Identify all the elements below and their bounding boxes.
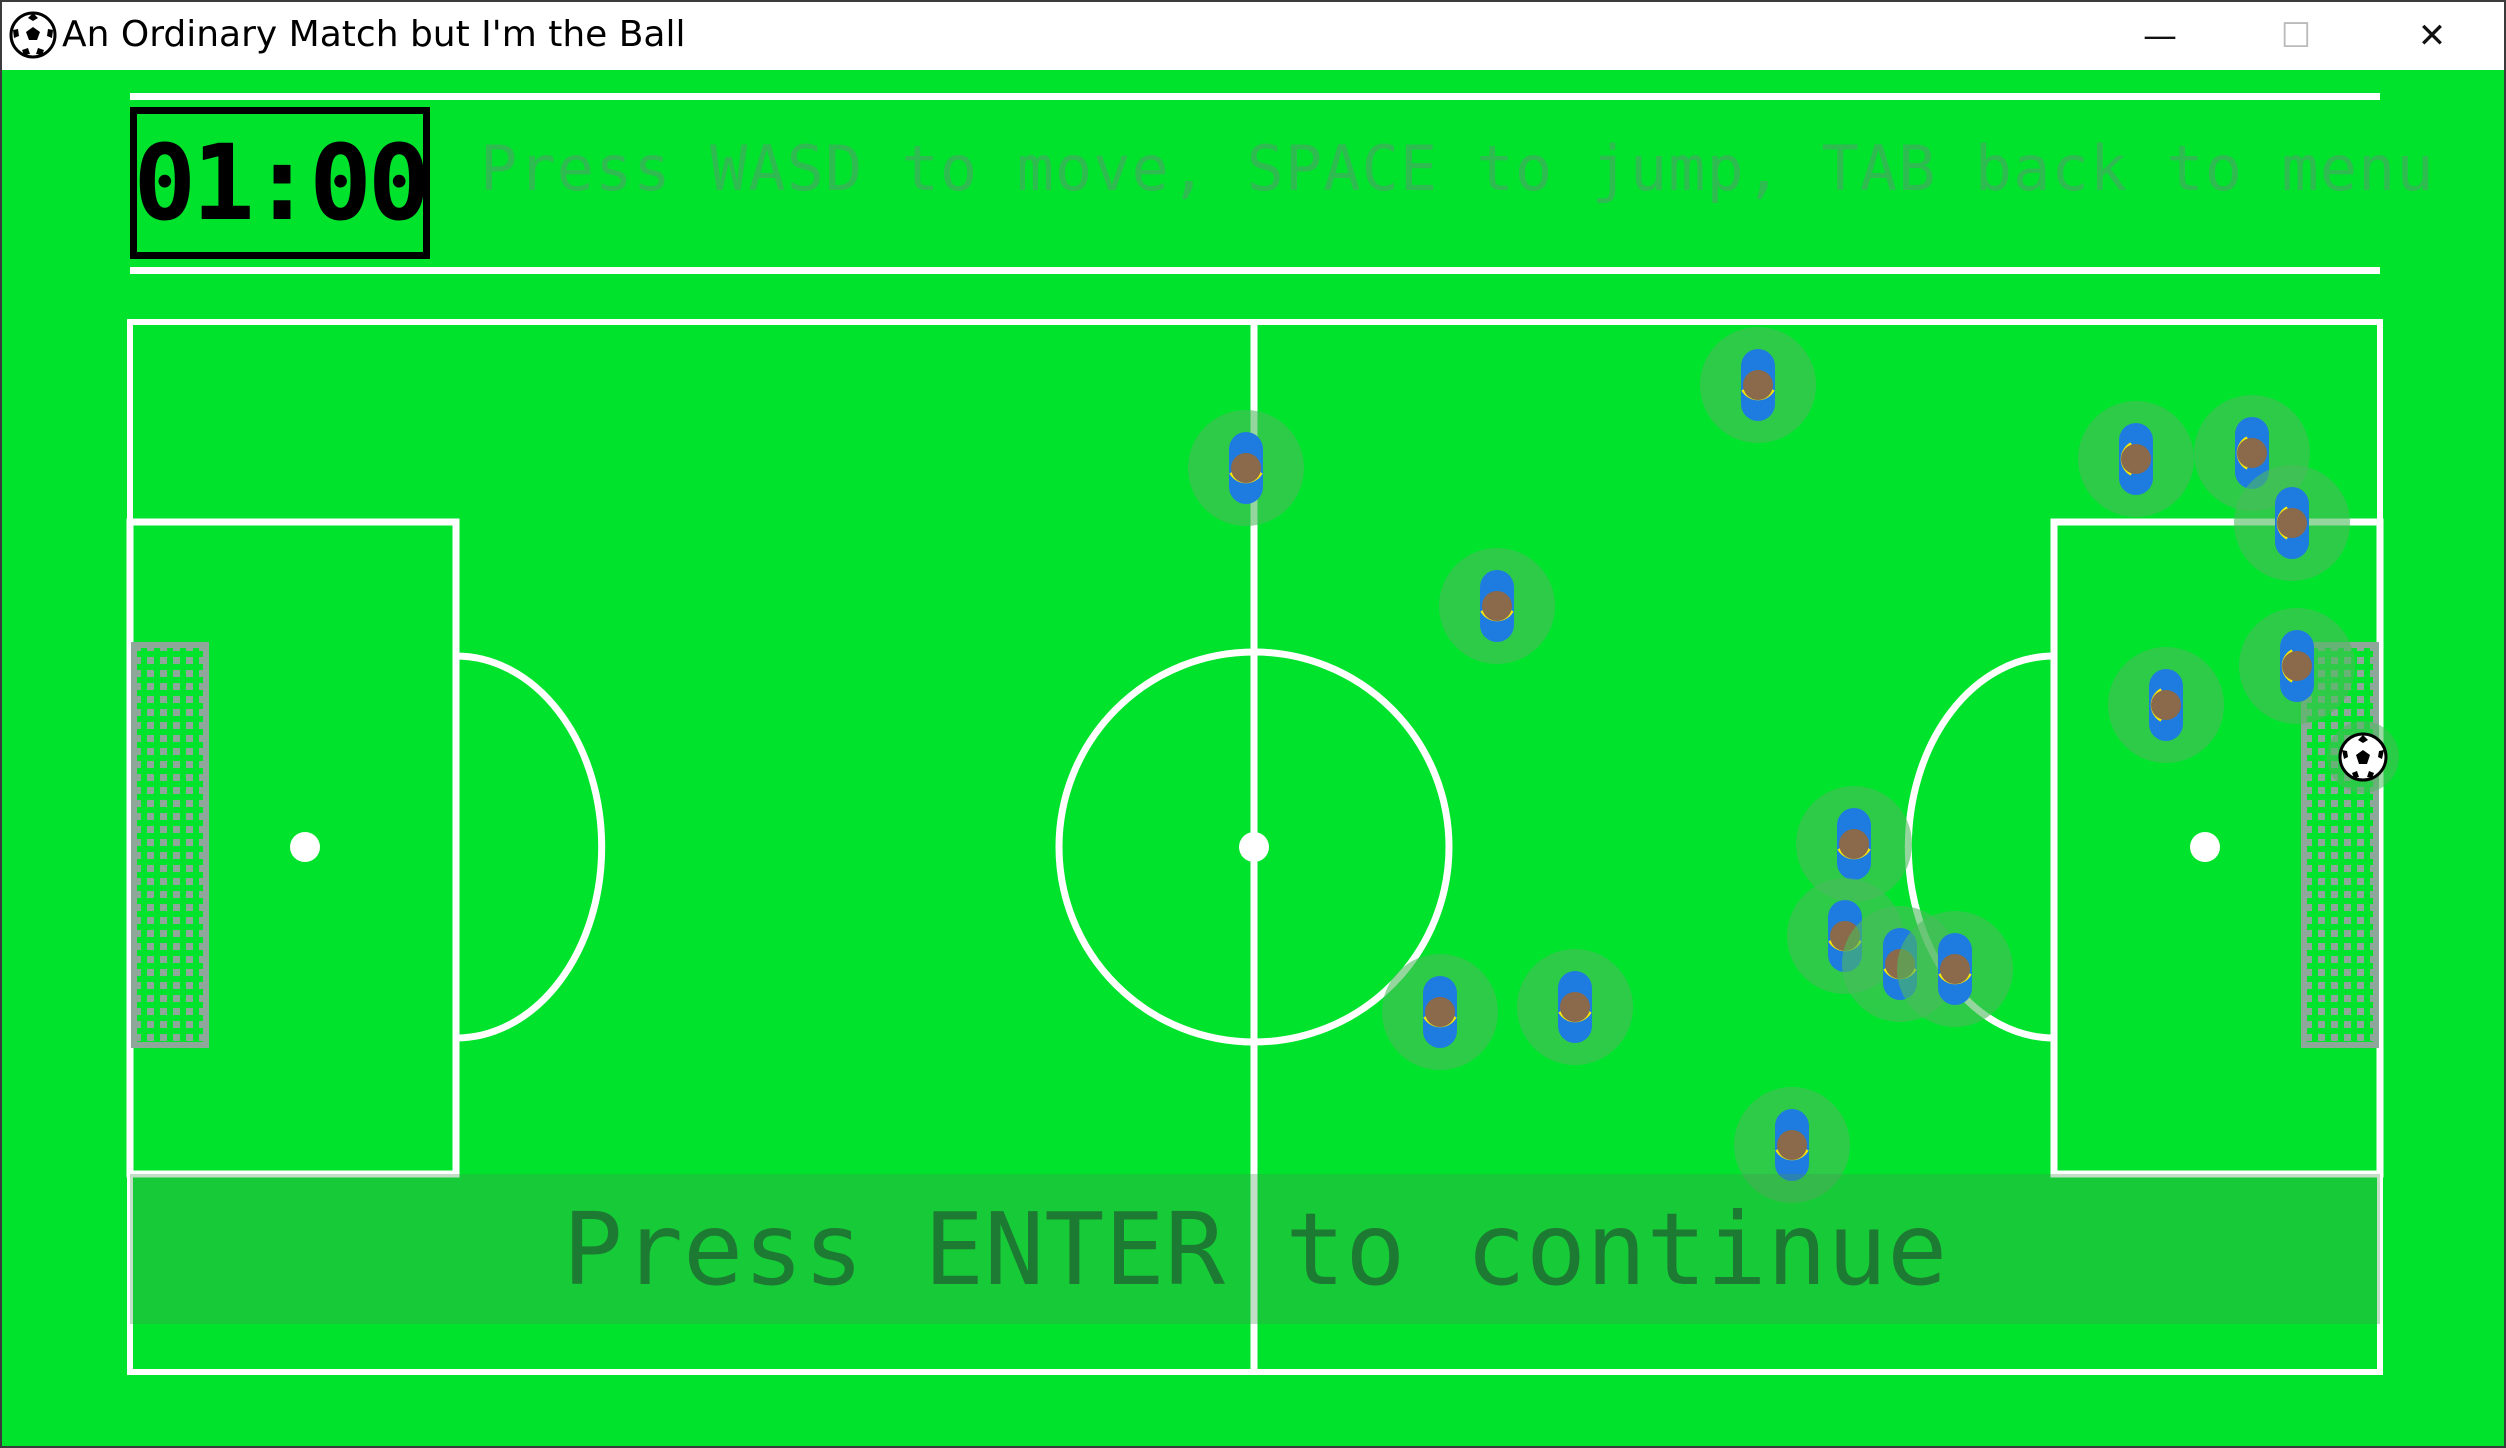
title-bar[interactable]: An Ordinary Match but I'm the Ball — ☐ ✕ — [2, 2, 2504, 70]
player-icon — [2234, 465, 2350, 581]
players-layer — [1188, 327, 2355, 1203]
ball[interactable] — [2327, 721, 2399, 793]
right-penalty-box — [2050, 518, 2384, 1178]
left-penalty-box — [126, 518, 460, 1178]
timer-box: 01:00 — [130, 107, 431, 259]
pitch — [126, 319, 2399, 1375]
player-icon — [2078, 401, 2194, 517]
controls-hint: Press WASD to move, SPACE to jump, TAB b… — [480, 132, 2435, 205]
player-icon — [1188, 410, 1304, 526]
game-canvas[interactable]: 01:00 Press WASD to move, SPACE to jump,… — [2, 70, 2504, 1448]
left-goal-net — [131, 642, 209, 1048]
player-icon — [2108, 647, 2224, 763]
player-icon — [1796, 786, 1912, 902]
right-penalty-spot — [2190, 832, 2220, 862]
window-title: An Ordinary Match but I'm the Ball — [62, 14, 686, 55]
match-timer: 01:00 — [133, 122, 430, 244]
continue-overlay — [130, 1174, 2380, 1324]
soccer-ball-icon — [9, 11, 57, 59]
hud-top-rule — [130, 93, 2380, 100]
center-spot — [1239, 832, 1269, 862]
center-circle — [1055, 648, 1453, 1046]
player-icon — [1734, 1087, 1850, 1203]
player-icon — [1517, 949, 1633, 1065]
hud-bottom-rule — [130, 267, 2380, 274]
continue-prompt: Press ENTER to continue — [562, 1190, 1948, 1308]
close-button[interactable]: ✕ — [2417, 16, 2447, 56]
minimize-button[interactable]: — — [2143, 16, 2177, 56]
left-penalty-spot — [290, 832, 320, 862]
maximize-button[interactable]: ☐ — [2280, 16, 2312, 56]
player-icon — [1439, 548, 1555, 664]
player-icon — [1382, 954, 1498, 1070]
player-icon — [1897, 911, 2013, 1027]
player-icon — [2239, 608, 2355, 724]
player-icon — [1700, 327, 1816, 443]
left-penalty-arc — [455, 652, 606, 1042]
